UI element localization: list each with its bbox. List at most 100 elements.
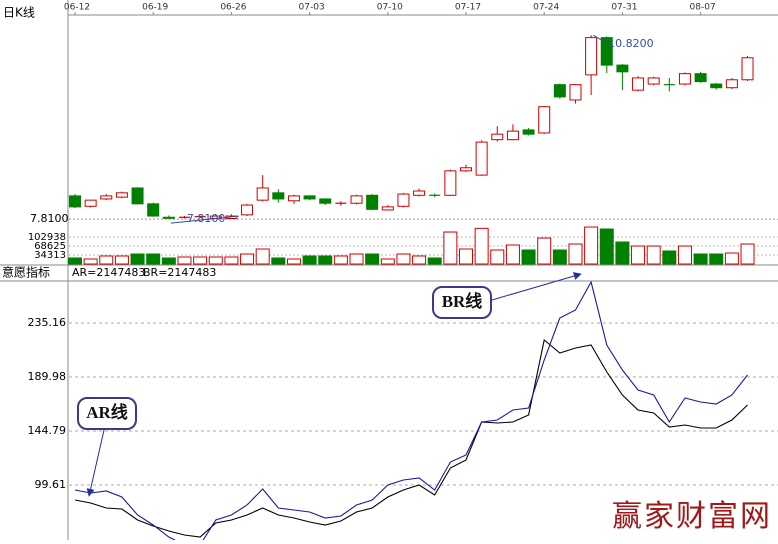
- volume-bar: [710, 254, 723, 264]
- indicator-title: 意愿指标: [2, 265, 50, 280]
- volume-bar: [303, 256, 316, 264]
- volume-bar: [241, 254, 254, 264]
- volume-bar: [334, 256, 347, 264]
- volume-bar: [585, 227, 598, 264]
- volume-bar: [428, 258, 441, 264]
- candle-body: [554, 85, 565, 97]
- annotation-label: 10.8200: [608, 37, 654, 50]
- candle-body: [132, 188, 143, 204]
- y-tick-label: 99.61: [35, 478, 67, 491]
- volume-bar: [381, 259, 394, 264]
- candle-body: [70, 196, 81, 207]
- x-tick-label: 06-12: [64, 3, 90, 13]
- volume-bar: [178, 257, 191, 264]
- candle-body: [726, 80, 737, 88]
- candle-body: [351, 196, 362, 203]
- x-tick-label: 06-19: [142, 3, 168, 13]
- candle-body: [273, 193, 284, 199]
- volume-bar: [694, 254, 707, 264]
- volume-bar: [569, 244, 582, 264]
- volume-bar: [350, 254, 363, 264]
- volume-bar: [460, 249, 473, 264]
- candle-body: [320, 199, 331, 203]
- x-tick-label: 07-31: [611, 3, 637, 13]
- candle-body: [617, 65, 628, 72]
- volume-bar: [600, 229, 613, 264]
- volume-bar: [319, 256, 332, 264]
- candle-body: [648, 78, 659, 84]
- candle-body: [492, 134, 503, 140]
- volume-bar: [616, 242, 629, 264]
- candle-body: [163, 217, 174, 218]
- candle-body: [367, 195, 378, 209]
- volume-bar: [413, 256, 426, 264]
- volume-bar: [663, 251, 676, 264]
- candle-body: [570, 85, 581, 100]
- indicator-readout: AR=2147483: [72, 266, 145, 279]
- candle-body: [679, 74, 690, 84]
- callout-label: AR线: [86, 402, 128, 422]
- volume-bar: [632, 246, 645, 264]
- y-tick-label: 189.98: [28, 370, 67, 383]
- candle-body: [695, 74, 706, 82]
- volume-bar: [100, 256, 113, 264]
- volume-bar: [538, 238, 551, 264]
- volume-bar: [397, 254, 410, 264]
- candle-body: [304, 196, 315, 199]
- candle-body: [711, 84, 722, 88]
- y-tick-label: 7.8100: [30, 212, 69, 225]
- candle-body: [242, 205, 253, 215]
- volume-bar: [147, 254, 160, 264]
- candle-body: [414, 191, 425, 195]
- candle-body: [633, 78, 644, 90]
- x-tick-label: 07-24: [533, 3, 559, 13]
- volume-bar: [69, 258, 82, 264]
- candle-body: [116, 193, 127, 197]
- volume-bar: [84, 259, 97, 264]
- candle-body: [523, 130, 534, 134]
- price-panel-title: 日K线: [3, 6, 35, 20]
- volume-bar: [287, 259, 300, 264]
- volume-bar: [725, 253, 738, 264]
- candle-body: [398, 194, 409, 206]
- volume-bar: [506, 245, 519, 264]
- volume-bar: [366, 254, 379, 264]
- volume-bar: [131, 254, 144, 264]
- annotation-label: 7.8100: [187, 212, 226, 225]
- candle-body: [476, 142, 487, 175]
- volume-bar: [491, 250, 504, 264]
- x-tick-label: 07-10: [377, 3, 403, 13]
- volume-bar: [209, 257, 222, 264]
- volume-bar: [256, 249, 269, 264]
- candle-body: [101, 196, 112, 199]
- callout-label: BR线: [442, 291, 483, 311]
- volume-bar: [678, 246, 691, 264]
- volume-bar: [162, 258, 175, 264]
- volume-bar: [225, 257, 238, 264]
- volume-bar: [194, 257, 207, 264]
- y-tick-label: 102938: [28, 232, 66, 243]
- volume-bar: [553, 250, 566, 264]
- x-tick-label: 07-17: [455, 3, 481, 13]
- candle-body: [382, 207, 393, 210]
- candle-body: [742, 58, 753, 80]
- candle-body: [288, 196, 299, 201]
- volume-bar: [522, 250, 535, 264]
- y-tick-label: 144.79: [28, 424, 67, 437]
- watermark: 赢家财富网: [612, 499, 772, 534]
- candle-body: [257, 188, 268, 200]
- candle-body: [586, 38, 597, 75]
- volume-bar: [272, 258, 285, 264]
- volume-bar: [115, 256, 128, 264]
- volume-bar: [444, 232, 457, 264]
- volume-bar: [475, 228, 488, 264]
- x-tick-label: 08-07: [690, 3, 716, 13]
- candle-body: [539, 107, 550, 133]
- candle-body: [461, 168, 472, 171]
- y-tick-label: 235.16: [28, 316, 67, 329]
- candle-body: [148, 204, 159, 216]
- volume-bar: [647, 246, 660, 264]
- candle-body: [85, 200, 96, 206]
- x-tick-label: 06-26: [220, 3, 246, 13]
